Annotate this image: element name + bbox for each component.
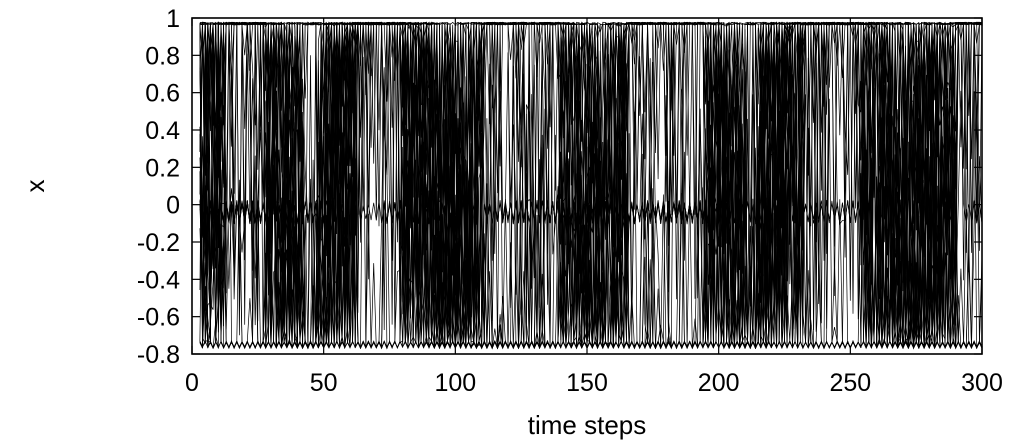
x-tick-label: 50 <box>310 369 338 397</box>
x-tick-label: 200 <box>698 369 740 397</box>
y-tick-label: 0.8 <box>145 42 180 70</box>
tick-layer: 0 50 100 150 200 250 300 1 0.8 0.6 0.4 0.2 0 -0.2 -0.4… <box>137 5 1003 397</box>
y-tick-label: -0.4 <box>137 266 180 294</box>
y-tick-label: 0.6 <box>145 80 180 108</box>
x-tick-label: 250 <box>829 369 871 397</box>
series-line <box>199 21 983 350</box>
y-axis-title: x <box>20 180 50 193</box>
y-tick-label: -0.8 <box>137 341 180 369</box>
x-tick-label: 300 <box>961 369 1003 397</box>
y-tick-label: 0 <box>166 192 180 220</box>
series-layer <box>199 21 983 350</box>
x-tick-label: 150 <box>566 369 608 397</box>
series-line <box>199 21 983 350</box>
x-tick-label: 100 <box>434 369 476 397</box>
y-tick-label: 0.4 <box>145 117 180 145</box>
x-axis-title: time steps <box>528 410 647 440</box>
y-tick-label: 0.2 <box>145 154 180 182</box>
y-tick-label: -0.2 <box>137 229 180 257</box>
y-tick-label: 1 <box>166 5 180 33</box>
x-tick-label: 0 <box>185 369 199 397</box>
y-tick-label: -0.6 <box>137 304 180 332</box>
